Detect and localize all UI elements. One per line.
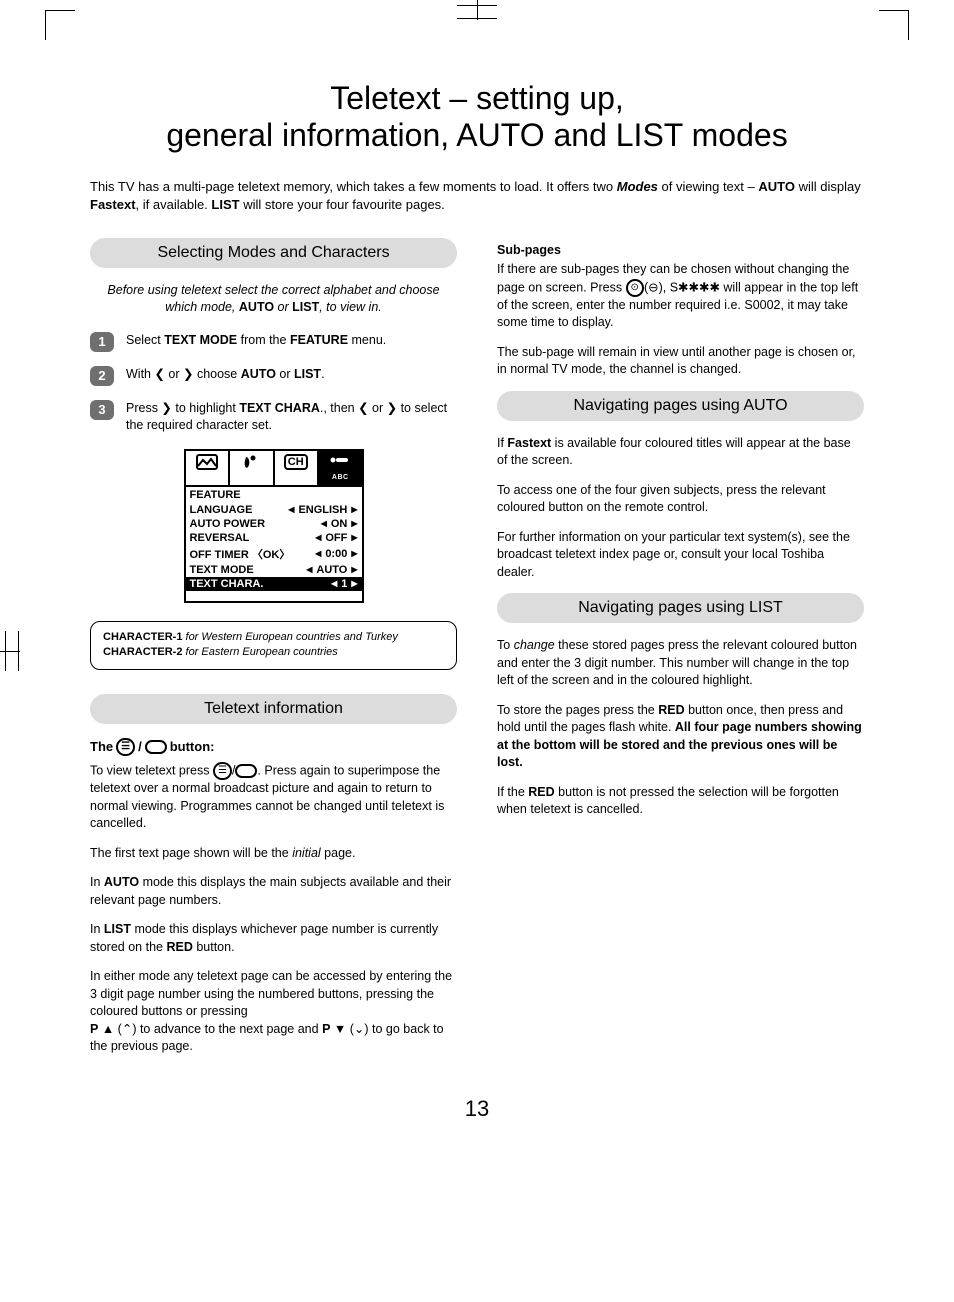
teletext-info-p1: To view teletext press ☰/. Press again t… bbox=[90, 762, 457, 833]
tv-menu-title: FEATURE bbox=[186, 487, 362, 503]
list-p3: If the RED button is not pressed the sel… bbox=[497, 784, 864, 819]
hold-icon: ⊖ bbox=[648, 280, 658, 294]
subpage-icon: ⊙ bbox=[626, 279, 644, 297]
teletext-info-p5: In either mode any teletext page can be … bbox=[90, 968, 457, 1056]
channel-tab-icon: CH bbox=[275, 451, 320, 485]
title-line1: Teletext – setting up, bbox=[330, 80, 624, 116]
teletext-button-label: The ☰/ button: bbox=[90, 738, 214, 756]
header-teletext-info: Teletext information bbox=[90, 694, 457, 724]
header-selecting-modes: Selecting Modes and Characters bbox=[90, 238, 457, 268]
page-number: 13 bbox=[90, 1096, 864, 1122]
step-row: 1 Select TEXT MODE from the FEATURE menu… bbox=[90, 332, 457, 352]
step-text: With ❮ or ❯ choose AUTO or LIST. bbox=[126, 366, 457, 384]
subpages-p2: The sub-page will remain in view until a… bbox=[497, 344, 864, 379]
auto-p3: For further information on your particul… bbox=[497, 529, 864, 582]
subpages-header: Sub-pages bbox=[497, 242, 864, 260]
auto-p1: If Fastext is available four coloured ti… bbox=[497, 435, 864, 470]
list-p2: To store the pages press the RED button … bbox=[497, 702, 864, 772]
crop-mark bbox=[457, 0, 497, 30]
intro-text: This TV has a multi-page teletext memory… bbox=[90, 178, 864, 214]
title-line2: general information, AUTO and LIST modes bbox=[166, 117, 787, 153]
list-p1: To change these stored pages press the r… bbox=[497, 637, 864, 690]
header-nav-list: Navigating pages using LIST bbox=[497, 593, 864, 623]
manual-page: Teletext – setting up, general informati… bbox=[0, 0, 954, 1302]
crop-mark bbox=[879, 10, 909, 40]
teletext-lines-icon: ☰ bbox=[213, 762, 232, 780]
step-number: 2 bbox=[90, 366, 114, 386]
right-column: Sub-pages If there are sub-pages they ca… bbox=[497, 238, 864, 1068]
crop-mark bbox=[0, 631, 30, 671]
header-nav-auto: Navigating pages using AUTO bbox=[497, 391, 864, 421]
menu-row-textchara: TEXT CHARA.1 bbox=[186, 577, 362, 591]
step-row: 2 With ❮ or ❯ choose AUTO or LIST. bbox=[90, 366, 457, 386]
teletext-blank-icon bbox=[145, 740, 167, 754]
character-info-box: CHARACTER-1 for Western European countri… bbox=[90, 621, 457, 670]
tv-menu-screenshot: CH ABC FEATURE LANGUAGEENGLISH AUTO POWE… bbox=[184, 449, 364, 603]
menu-row-textmode: TEXT MODEAUTO bbox=[186, 563, 362, 577]
subsection-intro: Before using teletext select the correct… bbox=[106, 282, 441, 316]
step-text: Select TEXT MODE from the FEATURE menu. bbox=[126, 332, 457, 350]
step-row: 3 Press ❯ to highlight TEXT CHARA., then… bbox=[90, 400, 457, 435]
subpages-p1: If there are sub-pages they can be chose… bbox=[497, 261, 864, 332]
menu-row-reversal: REVERSALOFF bbox=[186, 531, 362, 545]
teletext-info-p4: In LIST mode this displays whichever pag… bbox=[90, 921, 457, 956]
auto-p2: To access one of the four given subjects… bbox=[497, 482, 864, 517]
columns: Selecting Modes and Characters Before us… bbox=[90, 238, 864, 1068]
picture-tab-icon bbox=[186, 451, 231, 485]
sound-tab-icon bbox=[230, 451, 275, 485]
step-number: 1 bbox=[90, 332, 114, 352]
step-number: 3 bbox=[90, 400, 114, 420]
teletext-blank-icon bbox=[235, 764, 257, 778]
teletext-info-p2: The first text page shown will be the in… bbox=[90, 845, 457, 863]
teletext-info-p3: In AUTO mode this displays the main subj… bbox=[90, 874, 457, 909]
menu-row-autopower: AUTO POWERON bbox=[186, 517, 362, 531]
teletext-lines-icon: ☰ bbox=[116, 738, 135, 756]
page-title: Teletext – setting up, general informati… bbox=[90, 80, 864, 154]
tv-menu-tabs: CH ABC bbox=[186, 451, 362, 487]
page-content: Teletext – setting up, general informati… bbox=[0, 0, 954, 1162]
left-column: Selecting Modes and Characters Before us… bbox=[90, 238, 457, 1068]
crop-mark bbox=[45, 10, 75, 40]
menu-row-offtimer: OFF TIMER 〈OK〉0:00 bbox=[186, 545, 362, 563]
feature-tab-icon: ABC bbox=[319, 451, 362, 485]
step-text: Press ❯ to highlight TEXT CHARA., then ❮… bbox=[126, 400, 457, 435]
menu-row-language: LANGUAGEENGLISH bbox=[186, 503, 362, 517]
